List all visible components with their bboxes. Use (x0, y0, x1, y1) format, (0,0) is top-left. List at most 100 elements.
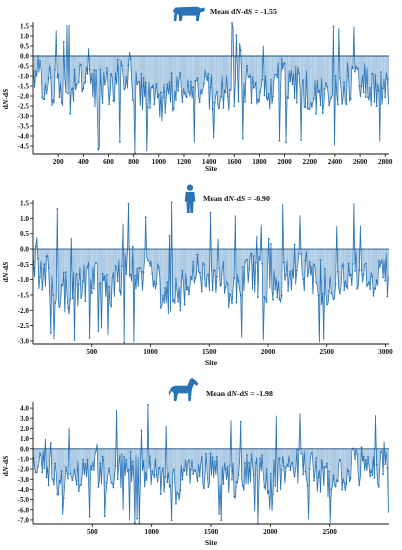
data-point (67, 92, 69, 95)
data-point (326, 85, 328, 88)
data-point (315, 281, 318, 284)
data-point (343, 481, 346, 484)
data-point (71, 87, 74, 90)
data-point (220, 519, 223, 522)
y-tick-label: -1.5 (18, 291, 30, 299)
data-point (278, 139, 281, 142)
data-point (380, 451, 382, 453)
data-point (259, 91, 261, 93)
data-point (233, 495, 236, 498)
data-point (291, 83, 294, 86)
data-point (110, 482, 113, 484)
x-tick-label: 2400 (328, 158, 343, 166)
data-point (118, 455, 121, 457)
data-point (280, 58, 283, 60)
x-tick-label: 1500 (204, 528, 219, 536)
data-point (239, 49, 242, 52)
data-point (106, 481, 108, 484)
data-point (308, 468, 311, 471)
data-point (241, 484, 244, 487)
data-point (75, 83, 78, 86)
data-point (37, 465, 39, 468)
data-point (274, 485, 277, 487)
data-point (142, 460, 145, 462)
data-point (261, 78, 264, 81)
data-point (71, 479, 74, 482)
data-point (244, 261, 246, 264)
data-point (216, 455, 218, 458)
data-point (73, 68, 76, 71)
data-point (339, 458, 341, 461)
data-point (317, 294, 320, 297)
data-point (330, 488, 333, 491)
y-tick-label: -3.0 (18, 113, 30, 121)
data-point (334, 283, 337, 286)
data-point (58, 480, 61, 482)
data-point (272, 298, 274, 301)
x-tick-label: 2200 (303, 158, 318, 166)
data-point (313, 97, 315, 100)
data-point (49, 76, 52, 79)
data-point (280, 294, 283, 297)
data-point (49, 332, 52, 335)
data-point (112, 486, 115, 489)
x-tick-label: 800 (128, 158, 139, 166)
data-point (382, 473, 384, 476)
data-point (278, 457, 281, 460)
series-line (33, 22, 389, 154)
data-point (101, 272, 104, 275)
data-point (364, 459, 367, 461)
y-tick-label: -2.0 (18, 307, 30, 315)
data-point (134, 274, 136, 277)
data-point (77, 490, 80, 492)
data-point (37, 257, 39, 260)
data-point (248, 268, 251, 270)
data-point (339, 292, 341, 295)
data-point (237, 474, 240, 476)
data-point (289, 270, 292, 273)
data-point (246, 454, 249, 456)
data-point (54, 462, 56, 465)
data-point (118, 140, 121, 143)
data-point (380, 71, 382, 73)
data-point (56, 208, 59, 210)
data-point (304, 106, 307, 108)
data-point (177, 300, 180, 303)
data-point (153, 280, 156, 283)
y-tick-label: -3.5 (18, 123, 30, 131)
data-point (250, 252, 253, 255)
data-point (86, 266, 89, 269)
tick-labels: 500 1000 1500 2000 2500 4.0 3.0 2.0 1.0 0.0 -1.0 -2… (18, 405, 338, 536)
data-point (248, 462, 251, 464)
data-point (131, 460, 134, 463)
data-point (144, 81, 147, 84)
data-point (386, 295, 389, 298)
data-point (229, 88, 231, 91)
data-point (84, 463, 87, 465)
data-point (323, 465, 326, 468)
data-point (103, 275, 106, 278)
data-point (373, 476, 376, 479)
data-point (263, 296, 266, 298)
data-point (56, 76, 59, 79)
data-point (282, 261, 285, 264)
data-point (138, 81, 141, 83)
tick-labels: 500 1000 1500 2000 2500 3000 1.5 1.0 0.5 0.0 -0.5 -… (18, 200, 393, 356)
data-point (218, 267, 221, 270)
data-point (203, 263, 205, 266)
data-point (295, 269, 298, 272)
data-point (140, 73, 143, 76)
data-point (39, 59, 41, 62)
y-tick-label: 0.0 (20, 53, 29, 61)
data-point (364, 96, 367, 98)
data-point (69, 472, 72, 475)
data-point (306, 275, 309, 278)
data-point (203, 487, 205, 490)
x-tick-label: 1800 (252, 158, 267, 166)
data-point (343, 81, 346, 84)
data-point (194, 277, 197, 279)
data-point (369, 475, 371, 477)
data-point (339, 77, 341, 79)
data-point (332, 25, 335, 28)
data-point (280, 469, 283, 471)
